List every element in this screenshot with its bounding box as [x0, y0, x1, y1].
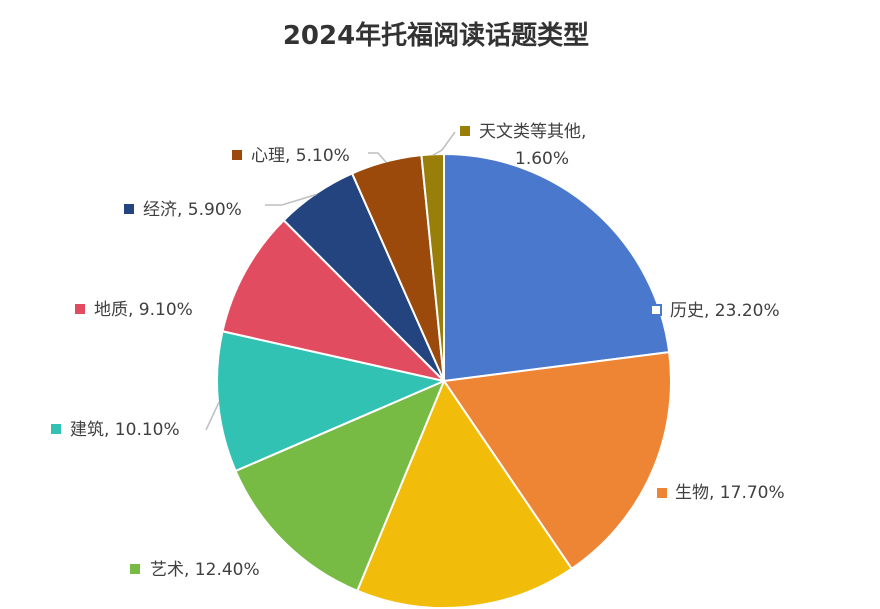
pie-slice-3: [356, 380, 573, 609]
label-history: 历史, 23.20%: [670, 301, 780, 321]
label-architecture: 建筑, 10.10%: [70, 420, 180, 440]
legend-key-astronomy-other: [460, 126, 470, 136]
leader-line-astronomy-other: [432, 131, 456, 156]
data-label-architecture: 建筑, 10.10%: [51, 420, 180, 440]
leader-lines: [205, 131, 456, 431]
label-economics: 经济, 5.90%: [143, 200, 242, 220]
pie-slice-5: [216, 330, 445, 472]
pie-slice-6: [221, 219, 445, 382]
data-label-history: 历史, 23.20%: [650, 301, 780, 321]
legend-key-biology: [657, 488, 667, 498]
legend-key-art: [130, 564, 140, 574]
data-label-psychology: 心理, 5.10%: [232, 146, 350, 166]
pie-slices: [216, 152, 672, 609]
legend-key-economics: [124, 204, 134, 214]
legend-key-psychology: [232, 150, 242, 160]
pie-slice-4: [234, 380, 445, 592]
legend-key-history: [650, 304, 662, 316]
leader-line-architecture: [205, 401, 220, 431]
legend-key-architecture: [51, 424, 61, 434]
label-art: 艺术, 12.40%: [150, 560, 260, 580]
leader-line-psychology: [368, 152, 387, 163]
data-label-geology: 地质, 9.10%: [75, 300, 193, 320]
label-geology: 地质, 9.10%: [94, 300, 193, 320]
data-label-astronomy-other: 天文类等其他, 1.60%: [460, 122, 586, 169]
label-psychology: 心理, 5.10%: [251, 146, 350, 166]
pie-slice-9: [420, 152, 445, 382]
chart-title: 2024年托福阅读话题类型: [283, 20, 589, 51]
pie-slice-2: [443, 351, 672, 570]
legend-key-geology: [75, 304, 85, 314]
data-label-economics: 经济, 5.90%: [124, 200, 242, 220]
pie-slice-1: [443, 153, 671, 382]
data-label-art: 艺术, 12.40%: [130, 560, 260, 580]
label-astronomy-other-line1: 天文类等其他,: [479, 122, 586, 142]
label-biology: 生物, 17.70%: [675, 483, 785, 503]
data-label-biology: 生物, 17.70%: [657, 483, 785, 503]
label-astronomy-other-line2: 1.60%: [515, 149, 569, 169]
leader-line-economics: [265, 193, 317, 206]
